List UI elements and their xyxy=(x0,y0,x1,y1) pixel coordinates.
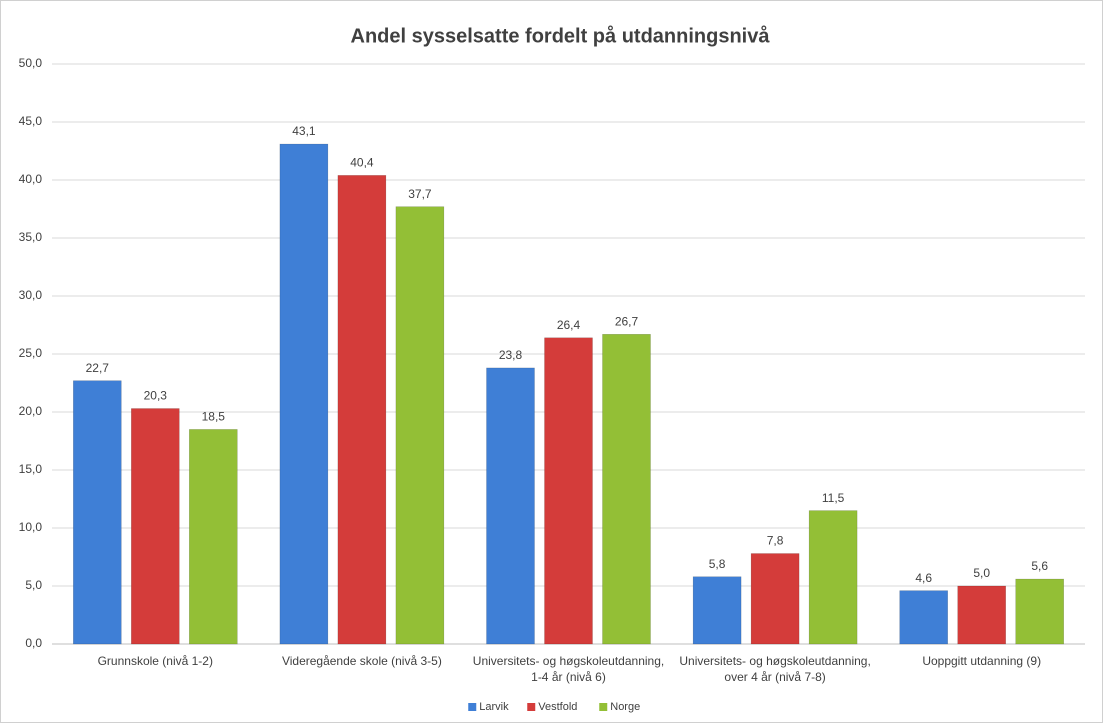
data-label: 18,5 xyxy=(202,410,226,424)
y-tick-label: 50,0 xyxy=(19,56,43,70)
bar xyxy=(957,585,1006,645)
y-tick-label: 30,0 xyxy=(19,288,43,302)
y-tick-label: 25,0 xyxy=(19,346,43,360)
y-tick-label: 15,0 xyxy=(19,462,43,476)
data-label: 22,7 xyxy=(86,361,110,375)
data-label: 26,4 xyxy=(557,318,581,332)
y-tick-label: 45,0 xyxy=(19,114,43,128)
bar xyxy=(692,576,742,645)
y-tick-label: 0,0 xyxy=(25,636,42,650)
data-label: 7,8 xyxy=(767,534,784,548)
data-label: 11,5 xyxy=(822,491,845,505)
y-tick-label: 20,0 xyxy=(19,404,43,418)
data-label: 23,8 xyxy=(499,348,523,362)
data-label: 5,0 xyxy=(973,566,990,580)
legend-swatch xyxy=(468,703,477,711)
legend-label: Norge xyxy=(610,701,640,713)
bar xyxy=(395,206,445,645)
bar xyxy=(602,334,651,645)
data-label: 5,8 xyxy=(709,557,726,571)
bar xyxy=(899,590,948,645)
x-tick-label: Universitets- og høgskoleutdanning, over… xyxy=(679,654,871,684)
bar xyxy=(486,367,535,645)
bar xyxy=(1015,578,1064,645)
bar xyxy=(131,408,180,645)
data-label: 43,1 xyxy=(292,124,316,138)
bar xyxy=(279,143,329,645)
y-tick-label: 40,0 xyxy=(19,172,43,186)
data-label: 5,6 xyxy=(1031,559,1048,573)
bar xyxy=(808,510,858,645)
data-label: 37,7 xyxy=(408,187,432,201)
chart-title: Andel sysselsatte fordelt på utdanningsn… xyxy=(351,24,771,47)
x-tick-label: Videregående skole (nivå 3-5) xyxy=(281,654,442,668)
x-tick-label: Uoppgitt utdanning (9) xyxy=(922,654,1042,668)
data-label: 26,7 xyxy=(615,314,639,328)
bar xyxy=(544,337,593,645)
y-tick-label: 35,0 xyxy=(19,230,43,244)
bar xyxy=(73,380,122,645)
legend-swatch xyxy=(599,703,608,711)
x-tick-label: Grunnskole (nivå 1-2) xyxy=(97,654,213,668)
data-label: 4,6 xyxy=(915,571,932,585)
x-tick-label: Universitets- og høgskoleutdanning, 1-4 … xyxy=(472,654,665,684)
data-label: 40,4 xyxy=(350,156,374,170)
y-tick-label: 10,0 xyxy=(19,520,43,534)
bar xyxy=(750,553,800,645)
legend-label: Vestfold xyxy=(538,701,577,713)
bar xyxy=(189,429,238,645)
data-label: 20,3 xyxy=(144,389,168,403)
y-tick-label: 5,0 xyxy=(25,578,42,592)
legend-swatch xyxy=(527,703,536,711)
legend-label: Larvik xyxy=(479,701,509,713)
bar xyxy=(337,175,387,645)
